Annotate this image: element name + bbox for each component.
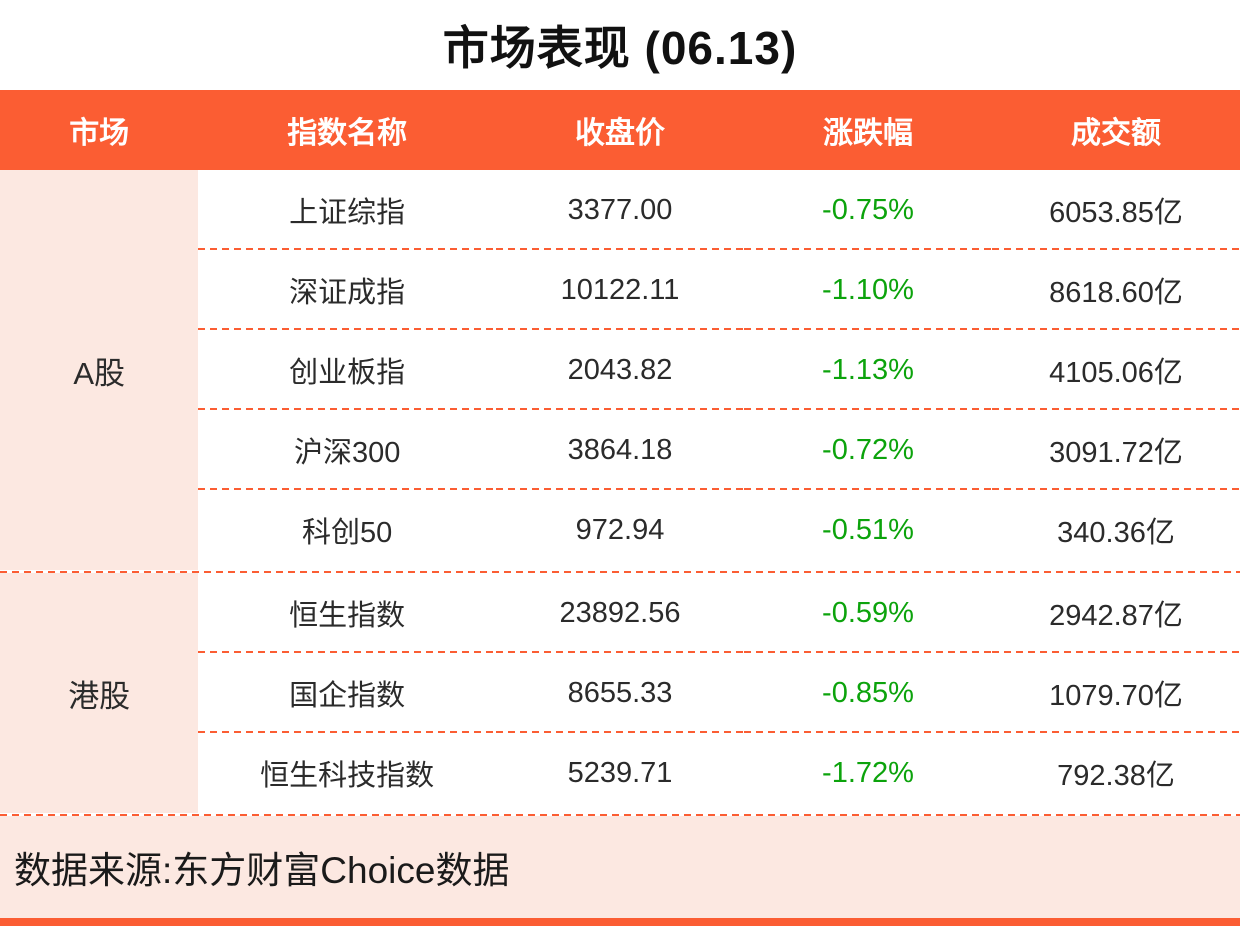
change-cell: -0.72% (743, 410, 992, 490)
change-cell: -1.10% (743, 250, 992, 330)
close-price-cell: 2043.82 (495, 330, 744, 410)
turnover-cell: 3091.72亿 (991, 410, 1240, 490)
market-group-hk-shares: 港股 恒生指数 23892.56 -0.59% 2942.87亿 国企指数 86… (0, 573, 1240, 813)
index-name-cell: 科创50 (302, 517, 393, 549)
page-title: 市场表现 (06.13) (442, 22, 798, 74)
section-divider (0, 813, 1240, 816)
index-name-cell: 国企指数 (198, 653, 496, 733)
index-name-cell: 上证综指 (198, 170, 496, 250)
close-price-cell: 972.94 (575, 513, 665, 546)
change-cell: -1.13% (743, 330, 992, 410)
close-price-cell: 5239.71 (567, 756, 673, 789)
index-name-cell: 恒生指数 (198, 573, 496, 653)
col-header-close-price: 收盘价 (574, 117, 665, 150)
turnover-cell: 1079.70亿 (991, 653, 1240, 733)
data-source-text: 数据来源:东方财富Choice数据 (14, 850, 510, 891)
index-name-cell: 恒生科技指数 (260, 760, 435, 792)
data-source-bar: 数据来源:东方财富Choice数据 (0, 816, 1240, 918)
turnover-cell: 6053.85亿 (991, 170, 1240, 250)
close-price-cell: 3864.18 (495, 410, 744, 490)
market-label-a-shares: A股 (0, 170, 199, 570)
turnover-cell: 340.36亿 (1057, 517, 1175, 549)
turnover-cell: 4105.06亿 (991, 330, 1240, 410)
close-price-cell: 23892.56 (495, 573, 744, 653)
market-label-hk-shares: 港股 (0, 573, 199, 813)
change-cell: -0.59% (743, 573, 992, 653)
change-cell: -0.51% (822, 513, 914, 546)
table-header-row: 市场 指数名称 收盘价 涨跌幅 成交额 (0, 90, 1240, 170)
turnover-cell: 8618.60亿 (991, 250, 1240, 330)
change-cell: -0.85% (743, 653, 992, 733)
col-header-market: 市场 (69, 117, 130, 150)
col-header-change: 涨跌幅 (822, 117, 913, 150)
close-price-cell: 3377.00 (495, 170, 744, 250)
close-price-cell: 10122.11 (495, 250, 744, 330)
change-cell: -1.72% (822, 756, 914, 789)
col-header-index-name: 指数名称 (287, 117, 408, 150)
turnover-cell: 792.38亿 (1057, 760, 1175, 792)
index-name-cell: 创业板指 (198, 330, 496, 410)
close-price-cell: 8655.33 (495, 653, 744, 733)
col-header-turnover: 成交额 (1070, 117, 1161, 150)
change-cell: -0.75% (743, 170, 992, 250)
market-group-a-shares: A股 上证综指 3377.00 -0.75% 6053.85亿 深证成指 101… (0, 170, 1240, 570)
index-name-cell: 深证成指 (198, 250, 496, 330)
index-name-cell: 沪深300 (198, 410, 496, 490)
section-divider (0, 570, 1240, 573)
bottom-accent-bar (0, 918, 1240, 926)
turnover-cell: 2942.87亿 (991, 573, 1240, 653)
